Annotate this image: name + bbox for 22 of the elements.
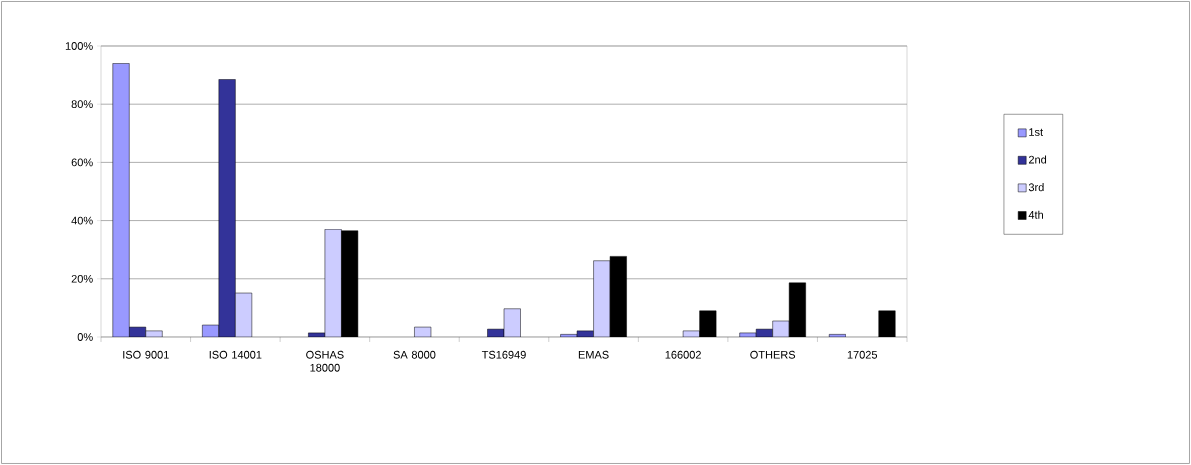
y-tick-label: 20% [71, 274, 93, 283]
x-tick-label: ISO 14001 [209, 350, 262, 359]
bar [414, 326, 432, 337]
bar [878, 310, 896, 337]
x-tick-label: 17025 [847, 350, 878, 359]
x-tick-label: EMAS [578, 350, 609, 359]
bar [828, 334, 846, 337]
legend-label: 3rd [1028, 183, 1044, 192]
x-tick-label: TS16949 [481, 350, 526, 359]
x-tick-label: ISO 9001 [123, 350, 169, 359]
x-tick-label: 166002 [665, 350, 701, 359]
legend-label: 2nd [1028, 155, 1047, 164]
y-tick-label: 60% [71, 158, 93, 167]
legend-label: 1st [1029, 128, 1043, 136]
y-tick-label: 40% [71, 216, 93, 225]
x-tick-label: OSHAS 18000 [306, 350, 344, 372]
legend-label: 4th [1028, 210, 1043, 219]
y-tick-label: 80% [71, 100, 93, 109]
x-tick-label: SA 8000 [393, 350, 436, 359]
y-tick-label: 0% [77, 333, 93, 341]
x-tick-label: OTHERS [750, 350, 796, 359]
y-tick-label: 100% [65, 42, 93, 50]
